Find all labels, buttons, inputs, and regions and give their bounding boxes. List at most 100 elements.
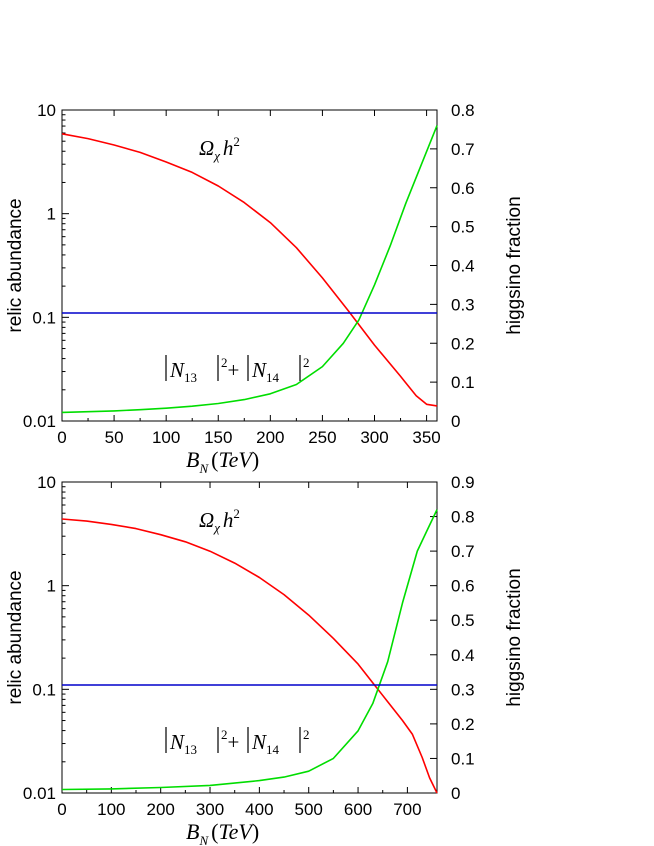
plot-frame — [61, 109, 438, 422]
x-label-paren-open: ( — [211, 819, 218, 844]
y-right-tick-label: 0 — [451, 784, 460, 803]
y-right-tick-label: 0.7 — [451, 542, 475, 561]
omega-subscript: χ — [212, 148, 220, 163]
x-tick-label: 500 — [295, 800, 323, 819]
x-label-sub: N — [198, 461, 209, 476]
n13-subscript: 13 — [184, 370, 197, 385]
x-tick-label: 700 — [393, 800, 421, 819]
y-right-tick-label: 0.3 — [451, 295, 475, 314]
x-label-var: B — [186, 819, 199, 844]
omega-annotation: Ωχ h2 — [199, 134, 240, 163]
x-tick-label: 250 — [308, 428, 336, 447]
x-label-sub: N — [198, 833, 209, 846]
n14-term: N14 — [251, 730, 280, 757]
n13-subscript: 13 — [184, 742, 197, 757]
x-tick-label: 200 — [256, 428, 284, 447]
n14-subscript: 14 — [266, 370, 280, 385]
x-tick-label: 300 — [360, 428, 388, 447]
plus-sign: + — [228, 730, 240, 754]
x-tick-label: 200 — [146, 800, 174, 819]
n14-letter: N — [251, 730, 267, 754]
omega-symbol: Ω — [199, 508, 214, 532]
y-right-tick-label: 0.3 — [451, 680, 475, 699]
n13-letter: N — [169, 730, 185, 754]
omega-annotation: Ωχ h2 — [199, 506, 240, 535]
plot-frame — [61, 481, 438, 794]
y-right-tick-label: 0.7 — [451, 140, 475, 159]
x-tick-label: 150 — [204, 428, 232, 447]
higgsino-fraction-curve — [61, 509, 438, 791]
x-label-unit: TeV — [218, 447, 254, 472]
omega-symbol: Ω — [199, 136, 214, 160]
x-tick-label: 300 — [196, 800, 224, 819]
y-right-tick-label: 0.9 — [451, 473, 475, 492]
n14-letter: N — [251, 358, 267, 382]
y-left-tick-label: 0.01 — [23, 412, 56, 431]
x-label-var: B — [186, 447, 199, 472]
omega-h: h — [223, 136, 234, 160]
y-left-axis-label: relic abundance — [5, 570, 26, 704]
y-left-tick-label: 1 — [47, 205, 56, 224]
y-right-tick-label: 0.5 — [451, 218, 475, 237]
x-axis-label: BN (TeV) — [186, 819, 259, 846]
y-right-tick-label: 0.4 — [451, 646, 475, 665]
y-right-tick-label: 0.6 — [451, 577, 475, 596]
n-plus-term: 2+ — [221, 355, 239, 382]
y-left-tick-label: 1 — [47, 577, 56, 596]
omega-h: h — [223, 508, 234, 532]
y-right-tick-label: 0.6 — [451, 179, 475, 198]
n13-letter: N — [169, 358, 185, 382]
y-right-tick-label: 0.8 — [451, 101, 475, 120]
y-right-tick-label: 0.2 — [451, 334, 475, 353]
x-tick-label: 100 — [152, 428, 180, 447]
x-label-paren-close: ) — [252, 447, 259, 472]
relic-abundance-curve — [61, 133, 438, 407]
y-left-tick-label: 10 — [37, 473, 56, 492]
x-tick-label: 100 — [97, 800, 125, 819]
y-right-axis-label: higgsino fraction — [504, 196, 525, 334]
x-tick-label: 350 — [412, 428, 440, 447]
n14-term: N14 — [251, 358, 280, 385]
y-right-tick-label: 0.5 — [451, 611, 475, 630]
chart-panel-2: 0 100 200 300 400 500 600 7000.010.111000.10.20… — [5, 473, 525, 846]
x-label-unit: TeV — [218, 819, 254, 844]
n14-subscript: 14 — [266, 742, 280, 757]
n13-superscript: 2 — [221, 355, 228, 370]
n-plus-term: 2+ — [221, 727, 239, 754]
y-right-tick-label: 0.8 — [451, 508, 475, 527]
y-left-axis-label: relic abundance — [5, 198, 26, 332]
x-tick-label: 600 — [344, 800, 372, 819]
relic-abundance-curve — [61, 518, 438, 794]
n13-superscript: 2 — [221, 727, 228, 742]
x-tick-label: 50 — [105, 428, 124, 447]
y-right-tick-label: 0 — [451, 412, 460, 431]
y-left-tick-label: 0.01 — [23, 784, 56, 803]
n13-term: N13 — [169, 730, 197, 757]
n14-superscript-digit: 2 — [303, 355, 310, 370]
chart-panel-1: 0 50 100 150 200 250 300 3500.010.111000.10.20.… — [5, 101, 525, 476]
x-label-paren-open: ( — [211, 447, 218, 472]
omega-superscript: 2 — [233, 506, 240, 521]
y-right-tick-label: 0.2 — [451, 715, 475, 734]
y-right-tick-label: 0.4 — [451, 257, 475, 276]
omega-superscript: 2 — [233, 134, 240, 149]
n14-superscript: 2 — [303, 727, 310, 742]
n13-term: N13 — [169, 358, 197, 385]
x-tick-label: 400 — [245, 800, 273, 819]
y-left-tick-label: 0.1 — [32, 680, 56, 699]
y-right-tick-label: 0.1 — [451, 373, 475, 392]
n14-superscript-digit: 2 — [303, 727, 310, 742]
y-left-tick-label: 10 — [37, 101, 56, 120]
y-left-tick-label: 0.1 — [32, 308, 56, 327]
omega-subscript: χ — [212, 520, 220, 535]
x-tick-label: 0 — [57, 428, 66, 447]
y-right-axis-label: higgsino fraction — [504, 568, 525, 706]
higgsino-fraction-curve — [61, 125, 438, 414]
n14-superscript: 2 — [303, 355, 310, 370]
x-tick-label: 0 — [57, 800, 66, 819]
plus-sign: + — [228, 358, 240, 382]
x-axis-label: BN (TeV) — [186, 447, 259, 476]
